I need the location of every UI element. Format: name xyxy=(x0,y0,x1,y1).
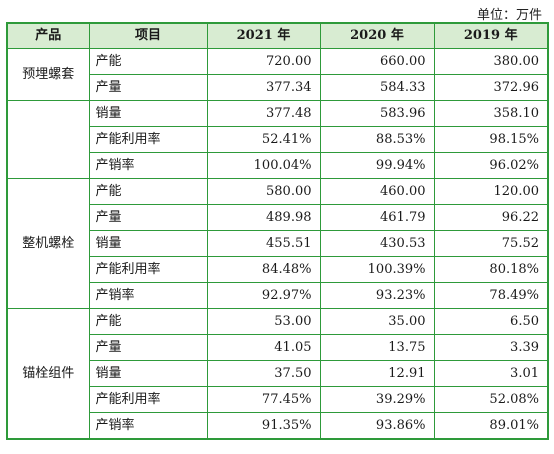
value-2019: 372.96 xyxy=(433,74,549,101)
table-row: 产能利用率 52.41% 88.53% 98.15% xyxy=(7,126,549,153)
value-2019: 98.15% xyxy=(433,126,549,153)
item-cell: 销量 xyxy=(88,230,208,257)
capacity-table: 产品 项目 2021 年 2020 年 2019 年 预埋螺套 产能 720.0… xyxy=(6,22,549,440)
value-2021: 77.45% xyxy=(206,386,321,413)
value-2019: 78.49% xyxy=(433,282,549,309)
value-2019: 52.08% xyxy=(433,386,549,413)
header-item: 项目 xyxy=(88,22,208,49)
table-row: 产销率 100.04% 99.94% 96.02% xyxy=(7,152,549,179)
header-2019: 2019 年 xyxy=(433,22,549,49)
value-2019: 120.00 xyxy=(433,178,549,205)
item-cell: 产量 xyxy=(88,334,208,361)
item-cell: 销量 xyxy=(88,360,208,387)
value-2019: 6.50 xyxy=(433,308,549,335)
item-cell: 产量 xyxy=(88,74,208,101)
product-cell: 预埋螺套 xyxy=(6,48,90,101)
value-2021: 37.50 xyxy=(206,360,321,387)
table-row: 预埋螺套 产能 720.00 660.00 380.00 xyxy=(6,48,549,101)
value-2019: 3.39 xyxy=(433,334,549,361)
value-2020: 35.00 xyxy=(319,308,435,335)
value-2021: 84.48% xyxy=(206,256,321,283)
value-2020: 460.00 xyxy=(319,178,435,205)
value-2021: 41.05 xyxy=(206,334,321,361)
table-row: 销量 377.48 583.96 358.10 xyxy=(6,100,549,179)
table-row: 锚栓组件 产能 53.00 35.00 6.50 xyxy=(6,308,549,440)
value-2021: 52.41% xyxy=(206,126,321,153)
value-2019: 80.18% xyxy=(433,256,549,283)
table-row: 产销率 91.35% 93.86% 89.01% xyxy=(7,412,549,440)
value-2021: 92.97% xyxy=(206,282,321,309)
table-row: 产销率 92.97% 93.23% 78.49% xyxy=(7,282,549,309)
value-2020: 88.53% xyxy=(319,126,435,153)
product-cell: 锚栓组件 xyxy=(6,308,90,440)
value-2021: 377.48 xyxy=(206,100,321,127)
value-2021: 489.98 xyxy=(206,204,321,231)
product-cell-empty xyxy=(6,100,90,179)
value-2021: 53.00 xyxy=(206,308,321,335)
table-row: 销量 455.51 430.53 75.52 xyxy=(7,230,549,257)
header-product: 产品 xyxy=(6,22,90,49)
value-2019: 96.22 xyxy=(433,204,549,231)
item-cell: 产能利用率 xyxy=(88,256,208,283)
value-2020: 430.53 xyxy=(319,230,435,257)
table-row: 产量 41.05 13.75 3.39 xyxy=(7,334,549,361)
item-cell: 产能利用率 xyxy=(88,386,208,413)
value-2020: 93.86% xyxy=(319,412,435,440)
value-2020: 13.75 xyxy=(319,334,435,361)
table-row: 产能利用率 77.45% 39.29% 52.08% xyxy=(7,386,549,413)
item-cell: 销量 xyxy=(88,100,208,127)
value-2020: 660.00 xyxy=(319,48,435,75)
table-row: 销量 37.50 12.91 3.01 xyxy=(7,360,549,387)
value-2021: 720.00 xyxy=(206,48,321,75)
value-2019: 358.10 xyxy=(433,100,549,127)
item-cell: 产能利用率 xyxy=(88,126,208,153)
product-cell: 整机螺栓 xyxy=(6,178,90,309)
unit-label: 单位：万件 xyxy=(476,8,542,23)
header-2020: 2020 年 xyxy=(319,22,435,49)
value-2021: 580.00 xyxy=(206,178,321,205)
value-2019: 380.00 xyxy=(433,48,549,75)
header-2021: 2021 年 xyxy=(206,22,321,49)
item-cell: 产销率 xyxy=(88,412,208,440)
value-2020: 461.79 xyxy=(319,204,435,231)
value-2020: 39.29% xyxy=(319,386,435,413)
table-row: 产量 489.98 461.79 96.22 xyxy=(7,204,549,231)
value-2019: 75.52 xyxy=(433,230,549,257)
value-2019: 3.01 xyxy=(433,360,549,387)
value-2019: 96.02% xyxy=(433,152,549,179)
value-2021: 377.34 xyxy=(206,74,321,101)
value-2019: 89.01% xyxy=(433,412,549,440)
item-cell: 产能 xyxy=(88,178,208,205)
item-cell: 产销率 xyxy=(88,282,208,309)
header-row: 产品 项目 2021 年 2020 年 2019 年 xyxy=(6,22,549,49)
value-2020: 100.39% xyxy=(319,256,435,283)
table-row: 产能利用率 84.48% 100.39% 80.18% xyxy=(7,256,549,283)
value-2021: 91.35% xyxy=(206,412,321,440)
value-2020: 584.33 xyxy=(319,74,435,101)
value-2020: 583.96 xyxy=(319,100,435,127)
value-2021: 100.04% xyxy=(206,152,321,179)
item-cell: 产量 xyxy=(88,204,208,231)
item-cell: 产能 xyxy=(88,308,208,335)
item-cell: 产销率 xyxy=(88,152,208,179)
value-2020: 12.91 xyxy=(319,360,435,387)
item-cell: 产能 xyxy=(88,48,208,75)
value-2020: 93.23% xyxy=(319,282,435,309)
table-row: 产量 377.34 584.33 372.96 xyxy=(7,74,549,101)
value-2020: 99.94% xyxy=(319,152,435,179)
value-2021: 455.51 xyxy=(206,230,321,257)
table-row: 整机螺栓 产能 580.00 460.00 120.00 xyxy=(6,178,549,309)
